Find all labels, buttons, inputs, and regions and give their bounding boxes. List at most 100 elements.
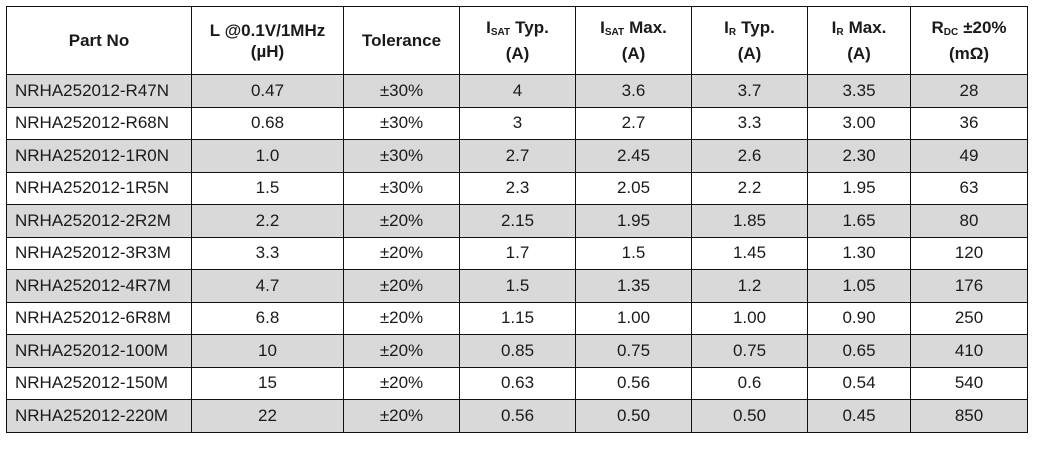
table-row: NRHA252012-220M 22 ±20% 0.56 0.50 0.50 0.45 850 [6, 399, 1028, 433]
isat-typ-cell: 2.7 [459, 139, 576, 173]
isat-max-cell: 2.7 [575, 106, 692, 140]
ir-max-cell: 3.35 [807, 74, 911, 108]
rdc-cell: 850 [910, 399, 1028, 433]
inductance-cell: 22 [191, 399, 344, 433]
header-tolerance: Tolerance [343, 6, 460, 75]
ir-typ-cell: 1.85 [691, 204, 808, 238]
rdc-cell: 120 [910, 236, 1028, 270]
tolerance-cell: ±30% [343, 139, 460, 173]
inductance-cell: 2.2 [191, 204, 344, 238]
header-part-no: Part No [6, 6, 192, 75]
inductance-cell: 1.0 [191, 139, 344, 173]
tolerance-cell: ±30% [343, 74, 460, 108]
ir-typ-cell: 2.2 [691, 171, 808, 205]
isat-max-cell: 3.6 [575, 74, 692, 108]
isat-max-cell: 0.75 [575, 334, 692, 368]
ir-typ-cell: 1.45 [691, 236, 808, 270]
header-rdc: RDC ±20% (mΩ) [910, 6, 1028, 75]
part-no-cell: NRHA252012-2R2M [6, 204, 192, 238]
isat-typ-cell: 2.3 [459, 171, 576, 205]
header-row: Part No L @0.1V/1MHz (µH) Tolerance ISAT… [6, 6, 1028, 75]
isat-typ-cell: 1.15 [459, 301, 576, 335]
ir-max-cell: 1.05 [807, 269, 911, 303]
isat-typ-cell: 0.56 [459, 399, 576, 433]
ir-max-cell: 0.90 [807, 301, 911, 335]
inductance-cell: 1.5 [191, 171, 344, 205]
ir-typ-cell: 0.6 [691, 366, 808, 400]
table-row: NRHA252012-3R3M 3.3 ±20% 1.7 1.5 1.45 1.30 120 [6, 236, 1028, 270]
isat-max-cell: 1.95 [575, 204, 692, 238]
spec-table-container: Part No L @0.1V/1MHz (µH) Tolerance ISAT… [6, 6, 1028, 433]
table-row: NRHA252012-4R7M 4.7 ±20% 1.5 1.35 1.2 1.05 176 [6, 269, 1028, 303]
isat-max-cell: 1.35 [575, 269, 692, 303]
part-no-cell: NRHA252012-R47N [6, 74, 192, 108]
inductance-cell: 0.47 [191, 74, 344, 108]
isat-typ-cell: 1.7 [459, 236, 576, 270]
tolerance-cell: ±20% [343, 334, 460, 368]
ir-typ-cell: 3.7 [691, 74, 808, 108]
inductor-spec-table: Part No L @0.1V/1MHz (µH) Tolerance ISAT… [6, 6, 1028, 433]
ir-typ-cell: 1.00 [691, 301, 808, 335]
ir-max-cell: 1.95 [807, 171, 911, 205]
part-no-cell: NRHA252012-1R5N [6, 171, 192, 205]
rdc-cell: 49 [910, 139, 1028, 173]
isat-max-cell: 2.05 [575, 171, 692, 205]
table-row: NRHA252012-2R2M 2.2 ±20% 2.15 1.95 1.85 1.65 80 [6, 204, 1028, 238]
header-ir-max: IR Max. (A) [807, 6, 911, 75]
header-inductance: L @0.1V/1MHz (µH) [191, 6, 344, 75]
ir-typ-cell: 2.6 [691, 139, 808, 173]
rdc-cell: 540 [910, 366, 1028, 400]
rdc-cell: 250 [910, 301, 1028, 335]
part-no-cell: NRHA252012-100M [6, 334, 192, 368]
inductance-cell: 10 [191, 334, 344, 368]
ir-max-cell: 2.30 [807, 139, 911, 173]
isat-max-cell: 2.45 [575, 139, 692, 173]
tolerance-cell: ±30% [343, 106, 460, 140]
ir-max-cell: 1.30 [807, 236, 911, 270]
ir-max-cell: 0.45 [807, 399, 911, 433]
rdc-cell: 28 [910, 74, 1028, 108]
ir-max-cell: 1.65 [807, 204, 911, 238]
part-no-cell: NRHA252012-R68N [6, 106, 192, 140]
tolerance-cell: ±20% [343, 204, 460, 238]
header-ir-typ: IR Typ. (A) [691, 6, 808, 75]
part-no-cell: NRHA252012-150M [6, 366, 192, 400]
tolerance-cell: ±20% [343, 366, 460, 400]
isat-max-cell: 1.5 [575, 236, 692, 270]
isat-max-cell: 0.56 [575, 366, 692, 400]
isat-typ-cell: 1.5 [459, 269, 576, 303]
part-no-cell: NRHA252012-220M [6, 399, 192, 433]
rdc-cell: 63 [910, 171, 1028, 205]
ir-typ-cell: 1.2 [691, 269, 808, 303]
ir-max-cell: 0.65 [807, 334, 911, 368]
isat-typ-cell: 3 [459, 106, 576, 140]
part-no-cell: NRHA252012-4R7M [6, 269, 192, 303]
table-row: NRHA252012-1R5N 1.5 ±30% 2.3 2.05 2.2 1.95 63 [6, 171, 1028, 205]
ir-max-cell: 0.54 [807, 366, 911, 400]
tolerance-cell: ±20% [343, 269, 460, 303]
header-isat-max: ISAT Max. (A) [575, 6, 692, 75]
table-row: NRHA252012-100M 10 ±20% 0.85 0.75 0.75 0.65 410 [6, 334, 1028, 368]
table-row: NRHA252012-1R0N 1.0 ±30% 2.7 2.45 2.6 2.30 49 [6, 139, 1028, 173]
ir-typ-cell: 3.3 [691, 106, 808, 140]
isat-typ-cell: 0.63 [459, 366, 576, 400]
part-no-cell: NRHA252012-6R8M [6, 301, 192, 335]
inductance-cell: 6.8 [191, 301, 344, 335]
tolerance-cell: ±20% [343, 236, 460, 270]
part-no-cell: NRHA252012-3R3M [6, 236, 192, 270]
tolerance-cell: ±20% [343, 399, 460, 433]
table-body: NRHA252012-R47N 0.47 ±30% 4 3.6 3.7 3.35 28 NRHA… [6, 74, 1028, 433]
rdc-cell: 176 [910, 269, 1028, 303]
isat-max-cell: 0.50 [575, 399, 692, 433]
table-row: NRHA252012-6R8M 6.8 ±20% 1.15 1.00 1.00 0.90 25… [6, 301, 1028, 335]
isat-typ-cell: 4 [459, 74, 576, 108]
table-row: NRHA252012-R47N 0.47 ±30% 4 3.6 3.7 3.35 28 [6, 74, 1028, 108]
isat-typ-cell: 0.85 [459, 334, 576, 368]
rdc-cell: 36 [910, 106, 1028, 140]
rdc-cell: 410 [910, 334, 1028, 368]
ir-max-cell: 3.00 [807, 106, 911, 140]
part-no-cell: NRHA252012-1R0N [6, 139, 192, 173]
isat-typ-cell: 2.15 [459, 204, 576, 238]
inductance-cell: 0.68 [191, 106, 344, 140]
table-row: NRHA252012-150M 15 ±20% 0.63 0.56 0.6 0.54 540 [6, 366, 1028, 400]
